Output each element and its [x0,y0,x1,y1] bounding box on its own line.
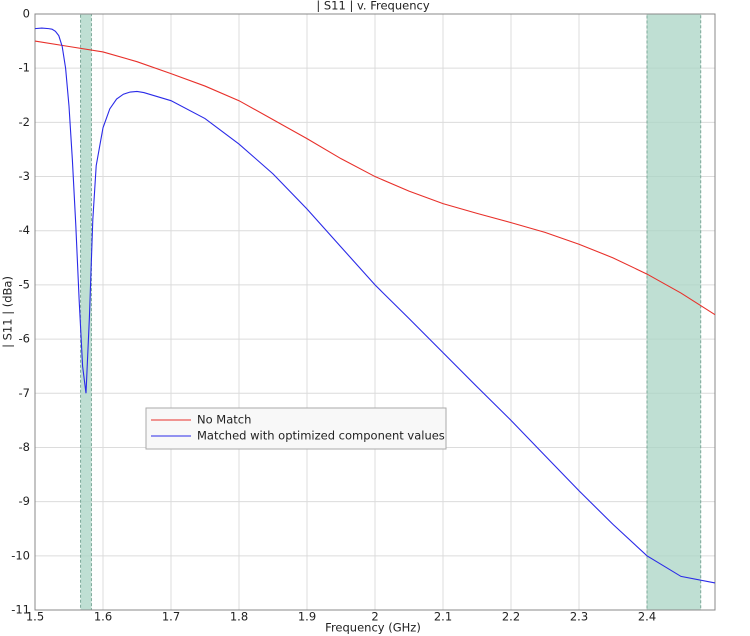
legend-box [145,407,447,450]
x-tick-label: 1.8 [230,610,248,624]
x-tick-label: 1.5 [26,610,44,624]
frequency-band [646,13,702,611]
x-tick-label: 2 [371,610,378,624]
y-tick-label: -3 [19,169,30,183]
legend: No Match Matched with optimized component… [145,407,447,450]
y-tick-label: -2 [19,115,30,129]
y-tick-label: -6 [19,332,30,346]
x-axis-label: Frequency (GHz) [325,621,421,635]
y-tick-label: -10 [11,548,30,562]
x-tick-label: 1.9 [298,610,316,624]
x-tick-label: 2.2 [502,610,520,624]
y-tick-label: -8 [19,440,30,454]
legend-label: Matched with optimized component values [197,429,445,443]
chart-title: | S11 | v. Frequency [316,0,429,13]
y-tick-label: -7 [19,386,30,400]
y-tick-label: -11 [11,603,30,617]
series-line [34,40,716,316]
x-tick-label: 1.7 [162,610,180,624]
y-axis-label: | S11 | (dBa) [1,276,15,348]
x-tick-label: 2.1 [434,610,452,624]
y-tick-label: -5 [19,277,30,291]
legend-label: No Match [197,413,251,427]
y-tick-label: -1 [19,61,30,75]
y-tick-label: -9 [19,494,30,508]
y-tick-label: -4 [19,223,30,237]
series-line [34,27,716,584]
x-tick-label: 2.3 [570,610,588,624]
x-tick-label: 1.6 [94,610,112,624]
x-tick-label: 2.4 [638,610,656,624]
y-tick-label: 0 [23,7,30,21]
plot-border [34,13,716,611]
